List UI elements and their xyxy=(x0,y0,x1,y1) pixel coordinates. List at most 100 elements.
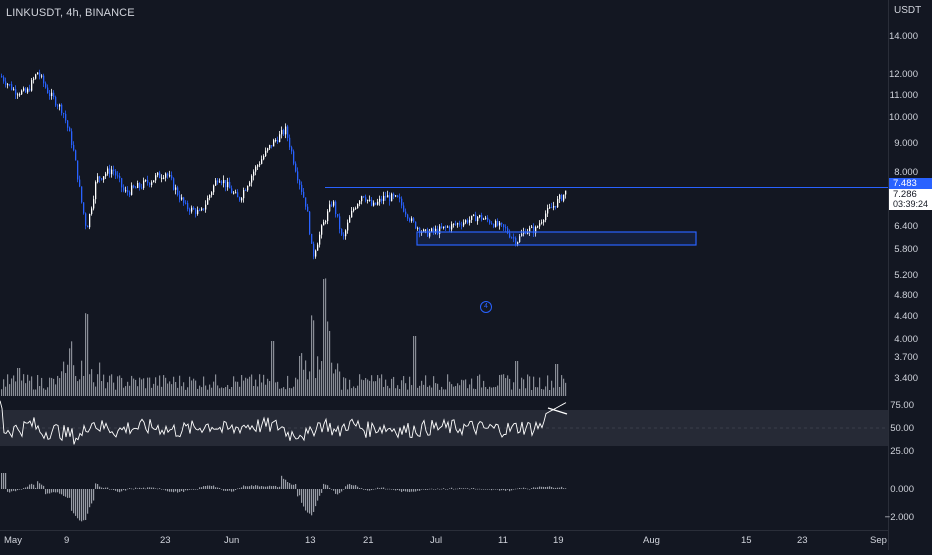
candle-body xyxy=(295,163,297,172)
candle-body xyxy=(325,221,327,223)
price-axis-label: 11.000 xyxy=(890,90,918,101)
volume-bar xyxy=(279,388,281,396)
macd-histogram-bar xyxy=(201,487,203,489)
volume-bar xyxy=(557,364,559,396)
macd-histogram-bar xyxy=(393,489,395,490)
candle-body xyxy=(77,160,79,180)
macd-histogram-bar xyxy=(391,489,393,490)
candle-body xyxy=(11,84,13,90)
event-marker-icon[interactable]: 4 xyxy=(480,301,492,313)
candle-body xyxy=(369,199,371,201)
macd-histogram-bar xyxy=(345,486,347,489)
volume-bar xyxy=(415,336,417,396)
candle-body xyxy=(521,233,523,237)
volume-bar xyxy=(491,387,493,396)
macd-histogram-bar xyxy=(489,489,491,490)
macd-histogram-bar xyxy=(155,488,157,489)
volume-bar xyxy=(407,389,409,396)
volume-bar xyxy=(315,378,317,396)
volume-bar xyxy=(469,384,471,396)
time-axis-label: 19 xyxy=(553,535,564,546)
volume-bar xyxy=(429,385,431,396)
macd-histogram-bar xyxy=(433,489,435,490)
volume-bar xyxy=(291,388,293,396)
volume-bar xyxy=(233,376,235,396)
candle-body xyxy=(333,201,335,206)
candle-body xyxy=(261,159,263,164)
volume-bar xyxy=(89,374,91,396)
candle-body xyxy=(35,74,37,79)
macd-histogram-bar xyxy=(183,489,185,493)
macd-histogram-bar xyxy=(101,487,103,489)
macd-histogram-bar xyxy=(235,489,237,491)
macd-histogram-bar xyxy=(537,487,539,489)
macd-histogram-bar xyxy=(81,489,83,522)
volume-bar xyxy=(43,388,45,396)
candle-body xyxy=(293,151,295,164)
candle-body xyxy=(57,105,59,107)
price-axis-label: 9.000 xyxy=(894,138,918,149)
price-axis-label: 4.000 xyxy=(894,334,918,345)
candle-body xyxy=(21,90,23,95)
volume-bar xyxy=(267,378,269,396)
volume-bar xyxy=(133,378,135,396)
candle-body xyxy=(71,131,73,146)
macd-histogram-bar xyxy=(367,489,369,491)
macd-histogram-bar xyxy=(103,487,105,489)
volume-bar xyxy=(275,382,277,396)
volume-bar xyxy=(75,375,77,396)
volume-bar xyxy=(283,387,285,396)
macd-histogram-bar xyxy=(119,489,121,493)
candle-body xyxy=(527,231,529,234)
volume-bar xyxy=(55,384,57,396)
candle-body xyxy=(539,223,541,227)
macd-histogram-bar xyxy=(485,489,487,490)
macd-histogram-bar xyxy=(517,488,519,490)
macd-histogram-bar xyxy=(429,488,431,490)
volume-bar xyxy=(215,374,217,396)
macd-histogram-bar xyxy=(525,488,527,489)
candle-body xyxy=(149,182,151,185)
volume-bar xyxy=(533,376,535,396)
candle-body xyxy=(113,169,115,172)
volume-bar xyxy=(203,376,205,396)
macd-histogram-bar xyxy=(171,489,173,492)
candle-body xyxy=(175,187,177,190)
macd-histogram-bar xyxy=(459,487,461,489)
candle-body xyxy=(311,233,313,244)
macd-histogram-bar xyxy=(93,489,95,501)
macd-histogram-bar xyxy=(307,489,309,513)
candle-body xyxy=(457,223,459,225)
volume-bar xyxy=(353,386,355,396)
macd-histogram-bar xyxy=(153,487,155,489)
volume-bar xyxy=(373,381,375,396)
volume-bar xyxy=(475,389,477,396)
macd-histogram-bar xyxy=(121,489,123,492)
candle-body xyxy=(391,193,393,202)
macd-histogram-bar xyxy=(111,489,113,490)
volume-bar xyxy=(377,375,379,396)
candle-body xyxy=(289,137,291,148)
macd-histogram-bar xyxy=(141,488,143,489)
volume-bar xyxy=(323,279,325,396)
time-axis-label: 21 xyxy=(363,535,374,546)
candle-body xyxy=(501,222,503,225)
candle-body xyxy=(497,221,499,226)
macd-histogram-bar xyxy=(147,487,149,489)
volume-bar xyxy=(461,379,463,396)
macd-histogram-bar xyxy=(193,489,195,490)
candle-body xyxy=(169,175,171,177)
volume-bar xyxy=(257,386,259,396)
macd-histogram-bar xyxy=(421,489,423,490)
macd-histogram-bar xyxy=(523,487,525,489)
candle-body xyxy=(451,224,453,230)
macd-histogram-bar xyxy=(309,489,311,514)
volume-bar xyxy=(229,389,231,396)
macd-histogram-bar xyxy=(167,489,169,492)
candle-body xyxy=(91,208,93,214)
macd-histogram-bar xyxy=(95,483,97,489)
volume-bar xyxy=(311,315,313,396)
candle-body xyxy=(411,218,413,221)
